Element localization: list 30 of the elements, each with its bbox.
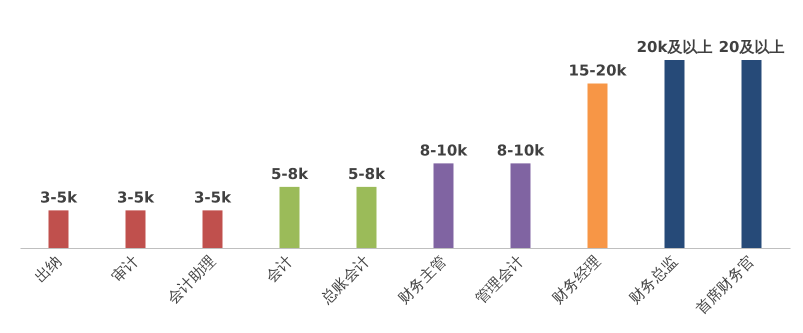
data-label: 8-10k — [420, 141, 468, 160]
bar — [588, 84, 608, 248]
data-label: 15-20k — [568, 62, 628, 80]
x-tick-label: 审计 — [108, 252, 142, 286]
bar — [664, 60, 684, 248]
data-label: 20k及以上 — [636, 38, 712, 56]
data-label: 3-5k — [194, 188, 232, 206]
bar — [202, 210, 222, 248]
bar — [280, 186, 300, 248]
data-label: 3-5k — [40, 188, 78, 206]
x-tick-label: 总账会计 — [317, 252, 373, 308]
data-label: 3-5k — [116, 188, 156, 206]
bar — [510, 163, 530, 248]
data-label: 5-8k — [270, 164, 310, 183]
x-tick-label: 财务主管 — [394, 252, 450, 308]
x-tick-label: 管理会计 — [472, 252, 527, 308]
x-tick-label: 首席财务官 — [692, 252, 758, 318]
x-tick-label: 财务总监 — [626, 252, 681, 308]
x-tick-label: 财务经理 — [548, 252, 604, 308]
data-label: 8-10k — [496, 141, 546, 160]
data-label: 20及以上 — [718, 38, 784, 56]
x-tick-label: 出纳 — [30, 252, 65, 286]
bar — [356, 186, 376, 248]
data-label: 5-8k — [348, 164, 386, 183]
bar — [742, 60, 762, 248]
bar — [126, 210, 146, 248]
x-tick-label: 会计助理 — [164, 252, 219, 308]
x-tick-label: 会计 — [262, 252, 296, 286]
bar — [434, 163, 454, 248]
bar — [48, 210, 68, 248]
